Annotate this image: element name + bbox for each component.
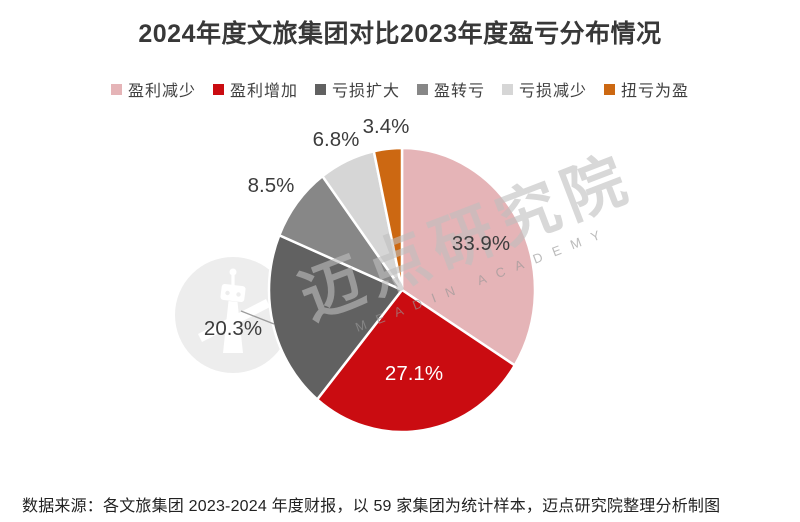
watermark-logo: [175, 257, 291, 373]
leader-line: [240, 310, 275, 325]
legend-label: 亏损减少: [519, 83, 588, 100]
tower-icon: [198, 268, 270, 353]
slice-label: 33.9%: [451, 232, 511, 255]
legend-swatch: [212, 83, 224, 95]
legend-swatch: [417, 83, 428, 95]
legend-label: 亏损扩大: [331, 83, 400, 100]
legend-swatch: [502, 83, 514, 95]
legend-swatch: [110, 83, 122, 95]
slice-label: 27.1%: [384, 362, 444, 385]
slice-label: 3.4%: [362, 115, 410, 138]
slice-label: 6.8%: [312, 128, 360, 151]
legend-label: 盈利增加: [229, 83, 298, 100]
legend-item: 亏损扩大: [314, 77, 400, 101]
pie-slices: [267, 146, 537, 434]
legend-label: 盈利减少: [127, 83, 196, 100]
legend-swatch: [604, 83, 616, 95]
legend-item: 扭亏为盈: [604, 77, 689, 101]
legend-item: 盈利减少: [110, 77, 196, 101]
legend-label: 扭亏为盈: [621, 83, 690, 100]
legend-item: 盈转亏: [417, 77, 485, 101]
slice-label: 8.5%: [247, 174, 295, 197]
legend-item: 盈利增加: [212, 77, 298, 101]
legend-item: 亏损减少: [502, 77, 587, 101]
chart-title: 2024年度文旅集团对比2023年度盈亏分布情况: [138, 20, 662, 48]
source-note: 数据来源：各文旅集团 2023-2024 年度财报，以 59 家集团为统计样本，…: [22, 498, 721, 515]
legend-label: 盈转亏: [434, 83, 486, 100]
slice-label: 20.3%: [203, 317, 263, 340]
legend: 盈利减少 盈利增加 亏损扩大 盈转亏 亏损减少 扭亏为盈: [0, 77, 800, 101]
legend-swatch: [314, 83, 326, 95]
pie-slice-2: [315, 288, 516, 434]
pie-slice-6: [372, 146, 404, 292]
